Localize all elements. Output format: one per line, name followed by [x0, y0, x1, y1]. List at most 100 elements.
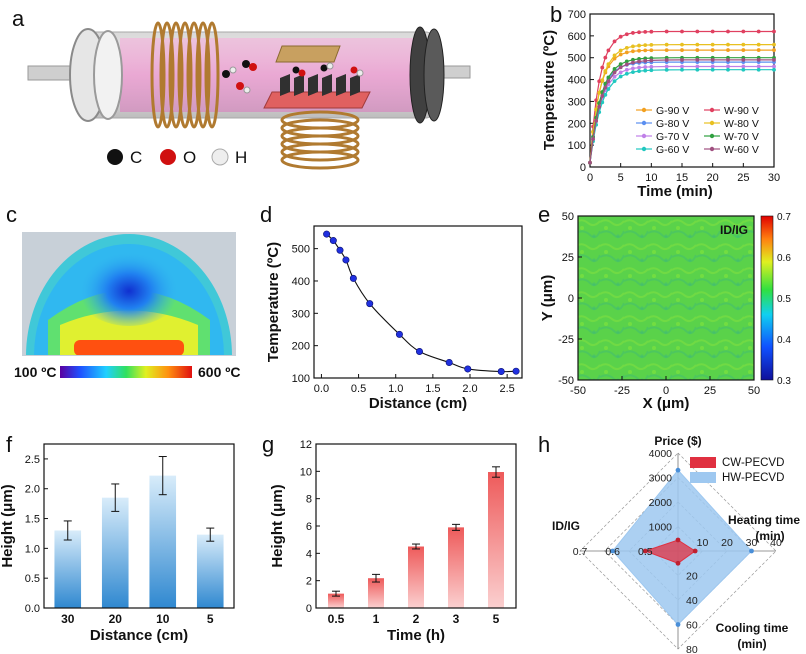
- panel-f-bar: [54, 530, 82, 608]
- panel-g-bar: [488, 472, 504, 608]
- panel-label-a: a: [12, 6, 25, 31]
- panel-b-series-line: [589, 44, 774, 163]
- panel-b-data-point: [637, 65, 641, 70]
- panel-b-data-point: [643, 68, 648, 73]
- panel-c-colorbar-max: 600 ºC: [198, 364, 240, 380]
- panel-b-ytick-label: 0: [580, 162, 586, 174]
- panel-b-data-point: [637, 30, 641, 35]
- panel-d-ytick-label: 300: [292, 308, 310, 320]
- hydrogen-atom-icon: [211, 148, 229, 166]
- panel-b-data-point: [624, 50, 629, 55]
- panel-g-ytick-label: 0: [306, 603, 312, 615]
- panel-b-data-point: [624, 71, 629, 76]
- panel-e-colorbar-tick-label: 0.5: [777, 294, 791, 305]
- panel-b-legend-label: G-60 V: [656, 144, 689, 156]
- panel-b-data-point: [631, 49, 635, 54]
- panel-b-data-point: [680, 64, 684, 69]
- oxygen-atom-icon: [160, 149, 176, 165]
- panel-b-legend-marker: [641, 133, 647, 139]
- panel-g-bar: [408, 546, 424, 608]
- panel-d-axes: 0.0 0.5 1.0 1.5 2.0 2.5 100 200 300 400 500: [292, 244, 515, 395]
- panel-e-chart: -50 -25 0 25 50 50 25 0 -25 -50 0.3 0.4 0.5 0.6 0.7 I…: [539, 211, 791, 412]
- panel-g-bar: [448, 527, 464, 608]
- panel-b-data-point: [695, 67, 700, 72]
- panel-h-legend-swatch: [690, 472, 716, 483]
- panel-e-xtick-label: 50: [748, 385, 760, 397]
- panel-g-series: [328, 466, 504, 608]
- panel-d-xtick-label: 0.0: [314, 383, 329, 395]
- panel-d-data-point: [497, 368, 505, 376]
- panel-d-data-point: [464, 365, 472, 373]
- panel-g-xtick-label: 1: [373, 612, 380, 626]
- panel-b-data-point: [756, 58, 761, 62]
- panel-b-data-point: [597, 79, 602, 84]
- panel-d-ylabel: Temperature (ºC): [265, 242, 282, 362]
- panel-h-tick-label: 40: [770, 537, 782, 549]
- right-flange-outer: [423, 28, 445, 122]
- panel-b-data-point: [591, 137, 595, 141]
- panel-h-axis-label-heating-unit: (min): [755, 529, 784, 543]
- panel-e-xtick-label: -50: [570, 385, 586, 397]
- panel-d-ytick-label: 100: [292, 373, 310, 385]
- panel-f-xtick-label: 30: [61, 612, 75, 626]
- panel-b-data-point: [612, 67, 617, 71]
- panel-d-ytick-label: 200: [292, 341, 310, 353]
- panel-b-legend-label: W-80 V: [724, 118, 759, 130]
- panel-b-data-point: [741, 58, 746, 62]
- panel-b-legend-marker: [709, 133, 715, 139]
- panel-label-e: e: [538, 202, 550, 227]
- panel-b-ytick-label: 600: [568, 31, 586, 43]
- panel-b-data-point: [618, 70, 623, 75]
- panel-d-data-point: [415, 347, 423, 355]
- panel-b-legend-label: G-90 V: [656, 105, 689, 117]
- panel-d-data-point: [342, 256, 350, 264]
- panel-g-frame: [315, 443, 517, 609]
- panel-f-bar: [101, 497, 129, 608]
- panel-b-data-point: [631, 31, 635, 35]
- panel-g-ytick-label: 12: [300, 439, 312, 451]
- panel-b-data-point: [772, 67, 776, 72]
- panel-d-data-point: [329, 237, 337, 245]
- panel-b-legend-label: G-70 V: [656, 131, 689, 143]
- panel-d-data-point: [349, 274, 357, 282]
- panel-b-data-point: [597, 90, 602, 95]
- panel-g-ytick-label: 10: [300, 466, 312, 478]
- panel-e-xtick-label: 25: [704, 385, 716, 397]
- panel-h-tick-label: 60: [686, 620, 698, 632]
- panel-d-series: [323, 230, 520, 376]
- vertical-graphene: [280, 74, 360, 96]
- panel-d-data-point: [445, 358, 453, 366]
- panel-h-series: [610, 467, 754, 627]
- panel-e-axes: -50 -25 0 25 50 50 25 0 -25 -50: [558, 211, 760, 397]
- panel-e-ytick-label: 50: [562, 211, 574, 223]
- panel-c-colorbar: [60, 366, 192, 378]
- panel-b-ytick-label: 200: [568, 118, 586, 130]
- panel-b-legend-label: W-60 V: [724, 144, 759, 156]
- panel-b-data-point: [606, 75, 611, 80]
- panel-b-data-point: [726, 58, 730, 62]
- panel-h-axis-label-heating: Heating time: [728, 513, 800, 527]
- panel-d-chart: 0.0 0.5 1.0 1.5 2.0 2.5 100 200 300 400 500 Distan…: [265, 225, 523, 412]
- dome-hot-zone: [74, 340, 184, 355]
- panel-label-f: f: [6, 432, 13, 457]
- panel-h-axis-label-cooling-unit: (min): [737, 637, 766, 651]
- panel-b-data-point: [606, 79, 611, 84]
- panel-b-ytick-label: 400: [568, 75, 586, 87]
- panel-b-data-point: [741, 64, 746, 69]
- panel-h-vertex: [675, 622, 681, 627]
- molecules: [222, 60, 364, 94]
- panel-e-ytick-label: -50: [558, 375, 574, 387]
- panel-b-data-point: [624, 62, 629, 67]
- panel-f-xlabel: Distance (cm): [90, 627, 188, 644]
- panel-b-data-point: [618, 52, 623, 57]
- panel-b-legend-marker: [641, 107, 647, 113]
- panel-b-data-point: [618, 74, 623, 79]
- panel-b-data-point: [756, 67, 761, 72]
- panel-b-data-point: [741, 48, 746, 52]
- panel-e-colorbar-tick-label: 0.4: [777, 335, 791, 346]
- panel-g-ytick-label: 6: [306, 521, 312, 533]
- panel-b-data-point: [637, 69, 641, 74]
- panel-d-data-point: [512, 367, 520, 375]
- panel-b-legend-marker: [641, 146, 647, 152]
- panel-b-ytick-label: 100: [568, 140, 586, 152]
